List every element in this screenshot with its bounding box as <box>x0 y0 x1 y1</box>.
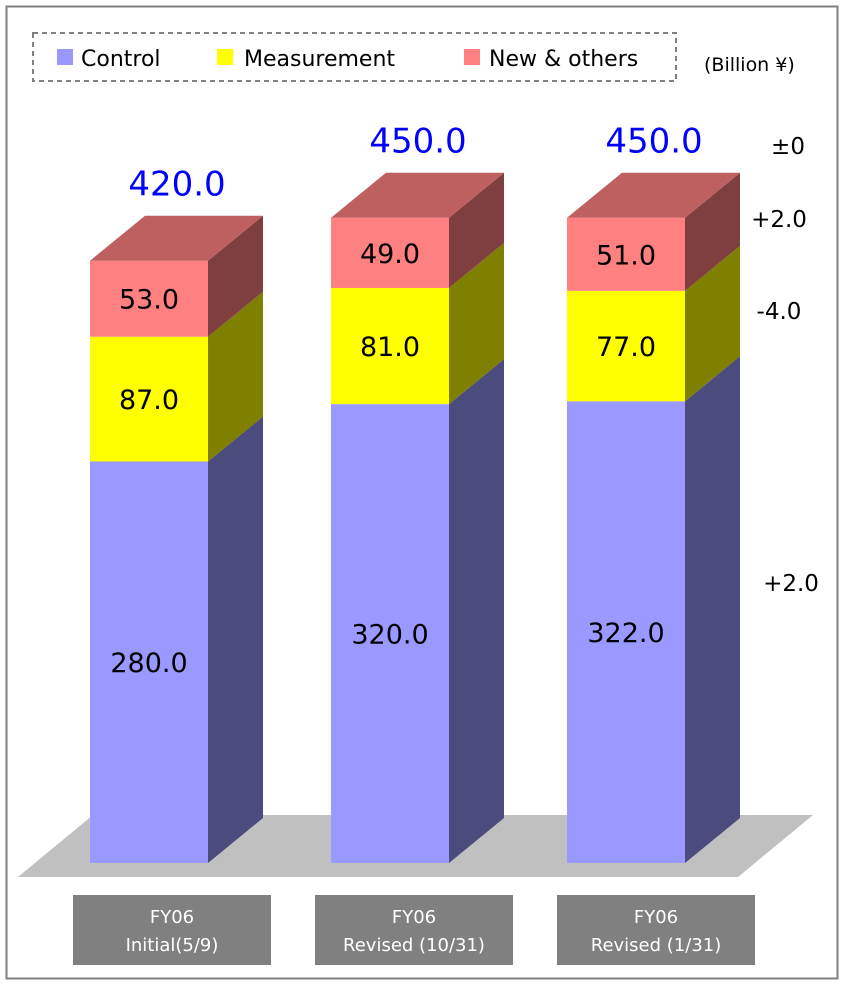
bar-3-measurement-front <box>567 290 685 402</box>
bar-1-new-others-front <box>90 260 208 337</box>
legend-label-control: Control <box>81 47 161 72</box>
category-box-3 <box>557 895 755 965</box>
total-label-1: 420.0 <box>128 165 225 205</box>
category-box-1 <box>73 895 271 965</box>
legend-label-new-others: New & others <box>489 47 638 72</box>
value-label-2-new-others: 49.0 <box>360 239 420 270</box>
legend-swatch-control <box>57 49 73 65</box>
value-label-1-control: 280.0 <box>110 648 187 679</box>
category-label-1-line2: Initial(5/9) <box>126 935 219 956</box>
bar-2-control-side <box>449 359 504 863</box>
bar-2-measurement-front <box>331 287 449 405</box>
change-measurement: -4.0 <box>757 299 802 325</box>
bar-1-new-others-side <box>208 215 263 337</box>
legend-box <box>32 32 677 82</box>
bar-2-measurement-side <box>449 242 504 405</box>
bar-1-measurement-front <box>90 336 208 462</box>
total-label-3: 450.0 <box>605 122 702 162</box>
value-label-1-measurement: 87.0 <box>119 385 179 416</box>
bar-1-control-side <box>208 416 263 863</box>
value-label-2-control: 320.0 <box>351 620 428 651</box>
bar-1-control-front <box>90 461 208 863</box>
total-label-2: 450.0 <box>369 122 466 162</box>
change-total: ±0 <box>771 134 805 160</box>
value-label-1-new-others: 53.0 <box>119 285 179 316</box>
bar-2-control-front <box>331 404 449 863</box>
legend-label-measurement: Measurement <box>244 47 395 72</box>
category-labels: FY06 Initial(5/9) FY06 Revised (10/31) F… <box>73 895 755 965</box>
bar-2-top <box>331 172 504 218</box>
bar-3-measurement-side <box>685 245 740 402</box>
category-label-3-line2: Revised (1/31) <box>591 935 722 956</box>
value-label-3-control: 322.0 <box>587 618 664 649</box>
bar-3-top <box>567 172 740 218</box>
unit-label: (Billion ¥) <box>704 54 795 76</box>
value-label-2-measurement: 81.0 <box>360 332 420 363</box>
bar-3-control-front <box>567 401 685 863</box>
bar-3-control-side <box>685 356 740 863</box>
category-label-1-line1: FY06 <box>150 907 194 928</box>
change-new-others: +2.0 <box>751 207 807 233</box>
legend-swatch-new-others <box>464 49 480 65</box>
bar-1-measurement-side <box>208 291 263 462</box>
legend: Control Measurement New & others <box>32 32 677 82</box>
bar-3-new-others-side <box>685 172 740 291</box>
bar-3-new-others-front <box>567 217 685 291</box>
change-control: +2.0 <box>763 571 819 597</box>
category-label-2-line2: Revised (10/31) <box>343 935 485 956</box>
bar-2-new-others-side <box>449 172 504 288</box>
bar-2-new-others-front <box>331 217 449 288</box>
bar-1-top <box>90 215 263 261</box>
value-label-3-measurement: 77.0 <box>596 332 656 363</box>
bars-group: 280.0 87.0 53.0 420.0 320.0 81.0 49.0 450.0 322.… <box>90 122 740 863</box>
value-label-3-new-others: 51.0 <box>596 240 656 271</box>
category-label-2-line1: FY06 <box>392 907 436 928</box>
category-box-2 <box>315 895 513 965</box>
legend-swatch-measurement <box>217 49 233 65</box>
category-label-3-line1: FY06 <box>634 907 678 928</box>
